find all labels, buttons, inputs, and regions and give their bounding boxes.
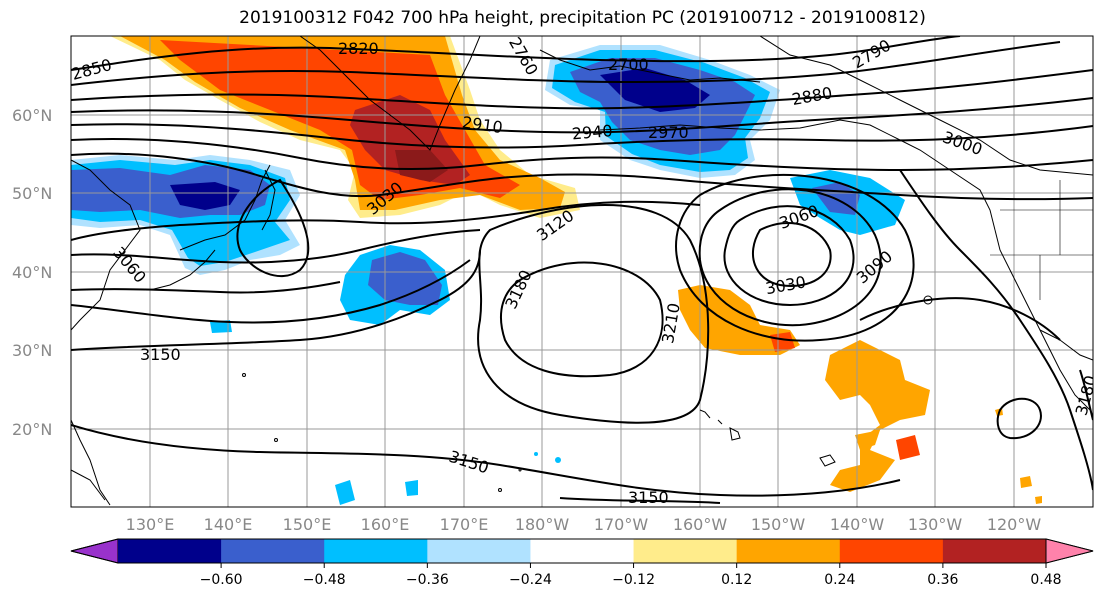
contour-label: 2940 [571, 121, 613, 143]
lon-label: 140°E [204, 515, 253, 534]
colorbar-swatch [736, 539, 841, 563]
colorbar-right-arrow [1045, 538, 1094, 564]
colorbar-tick-label: 0.48 [1030, 572, 1061, 588]
colorbar-tick-label: 0.24 [824, 572, 855, 588]
colorbar-tick-label: −0.24 [509, 572, 552, 588]
contour-label: 3150 [140, 345, 181, 364]
colorbar-tick-label: −0.36 [406, 572, 449, 588]
colorbar-swatch [530, 539, 635, 563]
lat-label: 20°N [12, 420, 52, 439]
graticule [71, 36, 1093, 507]
lon-label: 150°E [283, 515, 332, 534]
colorbar-swatch [633, 539, 738, 563]
contour-label: 2970 [648, 123, 689, 142]
contour-label: 2820 [338, 39, 379, 58]
colorbar-swatch [427, 539, 531, 563]
state-borders [990, 180, 1093, 300]
lon-label: 150°W [751, 515, 806, 534]
lat-label: 30°N [12, 341, 52, 360]
contour-label: 2700 [608, 55, 649, 74]
lon-label: 120°W [987, 515, 1042, 534]
height-contours [71, 36, 1093, 504]
longitude-labels: 130°E 140°E 150°E 160°E 170°E 180°W 170°… [126, 515, 1042, 534]
lat-label: 50°N [12, 184, 52, 203]
colorbar-swatch [118, 539, 222, 563]
colorbar-tick-label: −0.12 [612, 572, 655, 588]
lon-label: 160°E [361, 515, 410, 534]
lon-label: 130°W [908, 515, 963, 534]
colorbar-tick-label: −0.60 [200, 572, 243, 588]
colorbar-left-arrow [70, 538, 119, 564]
colorbar-swatch [221, 539, 325, 563]
colorbar-tick-label: 0.36 [927, 572, 958, 588]
colorbar: −0.60 −0.48 −0.36 −0.24 −0.12 0.12 0.24 0.36 0.4… [70, 538, 1094, 588]
colorbar-tick-label: −0.48 [303, 572, 346, 588]
colorbar-swatch [839, 539, 944, 563]
lon-label: 160°W [673, 515, 728, 534]
lon-label: 180°W [515, 515, 570, 534]
contour-label: 3150 [628, 488, 669, 507]
lon-label: 130°E [126, 515, 175, 534]
lon-label: 170°E [440, 515, 489, 534]
lat-label: 40°N [12, 263, 52, 282]
colorbar-swatch [324, 539, 428, 563]
colorbar-swatch [942, 539, 1047, 563]
map-frame [70, 35, 1094, 508]
lat-label: 60°N [12, 106, 52, 125]
lon-label: 140°W [830, 515, 885, 534]
colorbar-tick-label: 0.12 [721, 572, 752, 588]
map-title: 2019100312 F042 700 hPa height, precipit… [239, 8, 926, 28]
latitude-labels: 60°N 50°N 40°N 30°N 20°N [12, 106, 52, 439]
lon-label: 170°W [594, 515, 649, 534]
